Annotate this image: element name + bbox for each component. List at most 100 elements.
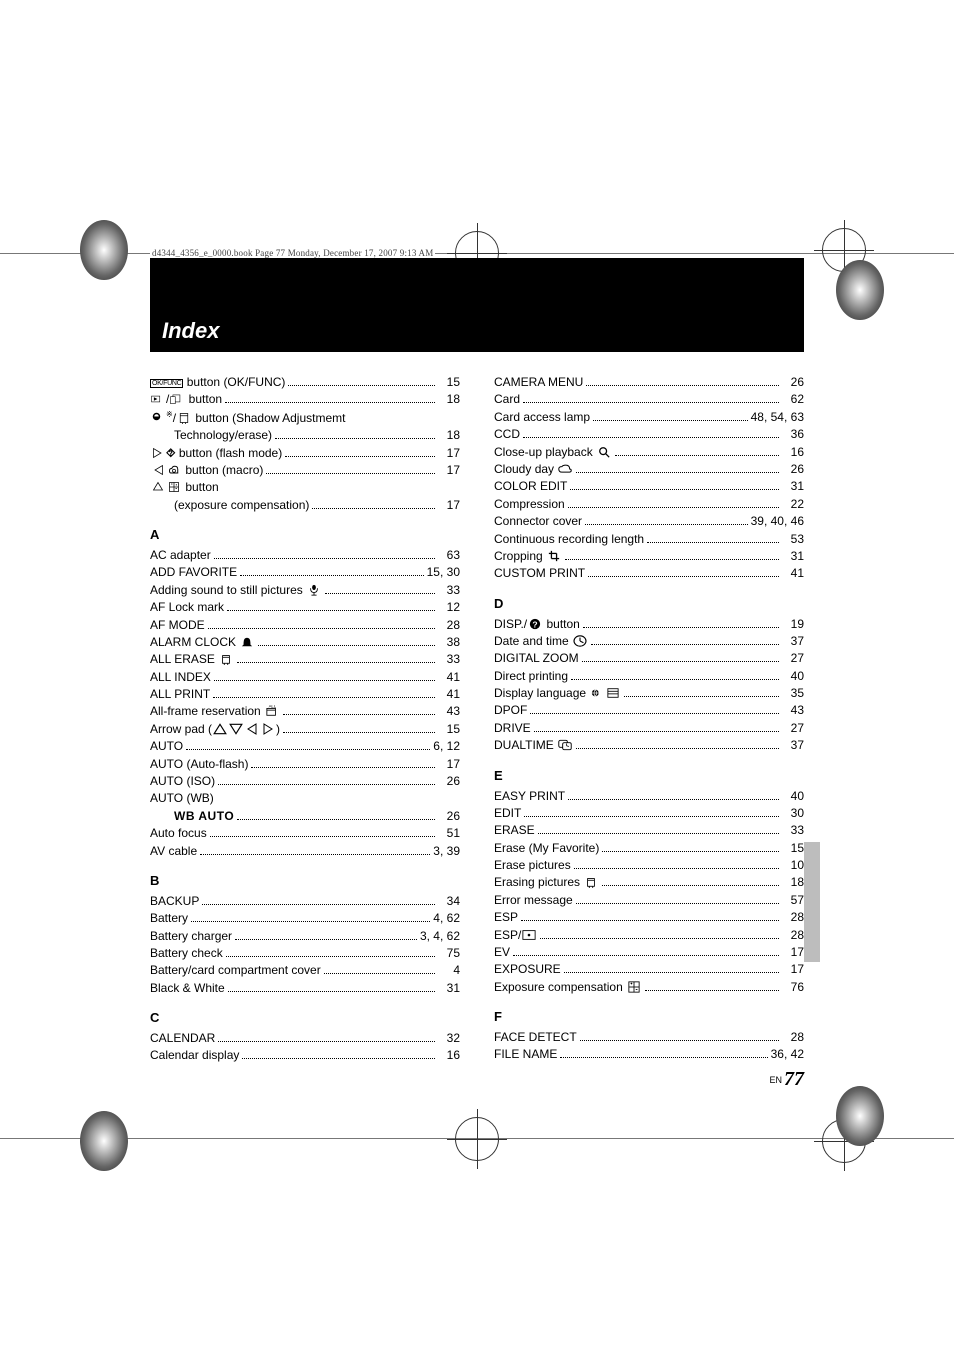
- index-entry-label: Battery/card compartment cover: [150, 962, 321, 979]
- leader-dots: [582, 654, 779, 662]
- register-ring-br: [836, 1086, 884, 1151]
- leader-dots: [615, 447, 779, 455]
- index-entry-page: 36: [782, 426, 804, 443]
- index-entry-label: Card: [494, 391, 520, 408]
- index-entry-label: Compression: [494, 496, 565, 513]
- leader-dots: [588, 569, 779, 577]
- index-entry-label: Battery: [150, 910, 188, 927]
- leader-dots: [624, 689, 779, 697]
- leader-dots: [521, 913, 779, 921]
- index-entry-page: 75: [438, 945, 460, 962]
- index-entry-page: 15, 30: [427, 564, 460, 581]
- leader-dots: [200, 846, 430, 854]
- index-entry-page: 10: [782, 857, 804, 874]
- index-entry-label: / button: [150, 391, 222, 408]
- index-entry-page: 53: [782, 531, 804, 548]
- index-entry-page: 57: [782, 892, 804, 909]
- index-entry-page: 39, 40, 46: [751, 513, 804, 530]
- index-section-head: E: [494, 767, 804, 786]
- index-entry-label: Error message: [494, 892, 573, 909]
- index-entry-page: 36, 42: [771, 1046, 804, 1063]
- index-entry-page: 26: [438, 808, 460, 825]
- index-entry-page: 31: [438, 980, 460, 997]
- index-entry-page: 17: [438, 756, 460, 773]
- index-entry-label: AF Lock mark: [150, 599, 224, 616]
- index-entry: Auto focus51: [150, 825, 460, 842]
- leader-dots: [524, 809, 779, 817]
- index-entry-page: 17: [782, 944, 804, 961]
- leader-dots: [571, 671, 779, 679]
- index-entry-label: button: [150, 479, 219, 496]
- index-entry-label: Cropping: [494, 548, 562, 565]
- index-entry-page: 18: [782, 874, 804, 891]
- index-entry-page: 43: [782, 702, 804, 719]
- index-entry-label: ALL ERASE: [150, 651, 234, 668]
- leader-dots: [565, 552, 779, 560]
- index-entry-label: Direct printing: [494, 668, 568, 685]
- index-entry-page: 28: [782, 927, 804, 944]
- leader-dots: [285, 448, 435, 456]
- leader-dots: [593, 412, 748, 420]
- index-entry: ALL INDEX41: [150, 669, 460, 686]
- index-entry-page: 63: [438, 547, 460, 564]
- leader-dots: [324, 966, 435, 974]
- index-entry: AC adapter63: [150, 547, 460, 564]
- leader-dots: [538, 826, 779, 834]
- index-entry-label: Erase pictures: [494, 857, 571, 874]
- index-entry-page: 40: [782, 668, 804, 685]
- index-entry: AF MODE28: [150, 617, 460, 634]
- index-entry: WB AUTO 26: [150, 808, 460, 825]
- leader-dots: [251, 759, 435, 767]
- index-entry-label: DPOF: [494, 702, 527, 719]
- leader-dots: [591, 637, 779, 645]
- index-entry: ERASE33: [494, 822, 804, 839]
- leader-dots: [288, 378, 435, 386]
- index-entry-label: WB AUTO: [150, 808, 234, 825]
- index-entry: Connector cover39, 40, 46: [494, 513, 804, 530]
- index-entry-page: 40: [782, 788, 804, 805]
- index-entry: Calendar display16: [150, 1047, 460, 1064]
- index-entry-label: ESP: [494, 909, 518, 926]
- index-entry: AV cable3, 39: [150, 843, 460, 860]
- leader-dots: [237, 655, 435, 663]
- index-entry-page: 3, 4, 62: [420, 928, 460, 945]
- leader-dots: [513, 948, 779, 956]
- leader-dots: [242, 1051, 435, 1059]
- index-entry: COLOR EDIT31: [494, 478, 804, 495]
- leader-dots: [576, 465, 779, 473]
- index-entry-page: 37: [782, 633, 804, 650]
- leader-dots: [283, 724, 435, 732]
- index-entry-page: 3, 39: [433, 843, 460, 860]
- leader-dots: [560, 1050, 767, 1058]
- index-entry: Exposure compensation 76: [494, 979, 804, 996]
- index-entry-page: 17: [438, 497, 460, 514]
- index-entry-label: Calendar display: [150, 1047, 239, 1064]
- index-column-left: OK/FUNC button (OK/FUNC)15/ button18※/ b…: [150, 374, 460, 1065]
- index-entry-page: 22: [782, 496, 804, 513]
- index-entry: Erase (My Favorite)15: [494, 840, 804, 857]
- index-entry: EV17: [494, 944, 804, 961]
- index-entry-label: Continuous recording length: [494, 531, 644, 548]
- index-entry-label: ALL INDEX: [150, 669, 211, 686]
- page-body: d4344_4356_e_0000.book Page 77 Monday, D…: [150, 262, 804, 1065]
- svg-text:?: ?: [533, 619, 538, 629]
- index-entry-label: CALENDAR: [150, 1030, 215, 1047]
- index-entry: Battery charger3, 4, 62: [150, 928, 460, 945]
- leader-dots: [208, 620, 435, 628]
- leader-dots: [202, 896, 435, 904]
- index-entry-label: All-frame reservation ALL: [150, 703, 280, 720]
- index-entry: AF Lock mark12: [150, 599, 460, 616]
- index-entry: Display language 35: [494, 685, 804, 702]
- index-entry: CCD36: [494, 426, 804, 443]
- index-entry-label: Arrow pad (): [150, 721, 280, 738]
- page-no: 77: [784, 1068, 804, 1090]
- index-entry: AUTO (Auto-flash)17: [150, 756, 460, 773]
- leader-dots: [214, 551, 435, 559]
- index-section-head: C: [150, 1009, 460, 1028]
- index-entry-page: 6, 12: [433, 738, 460, 755]
- index-entry: Cloudy day 26: [494, 461, 804, 478]
- leader-dots: [540, 930, 779, 938]
- register-ring-tr: [836, 260, 884, 325]
- index-entry-page: 17: [782, 961, 804, 978]
- page-number: EN77: [769, 1068, 804, 1091]
